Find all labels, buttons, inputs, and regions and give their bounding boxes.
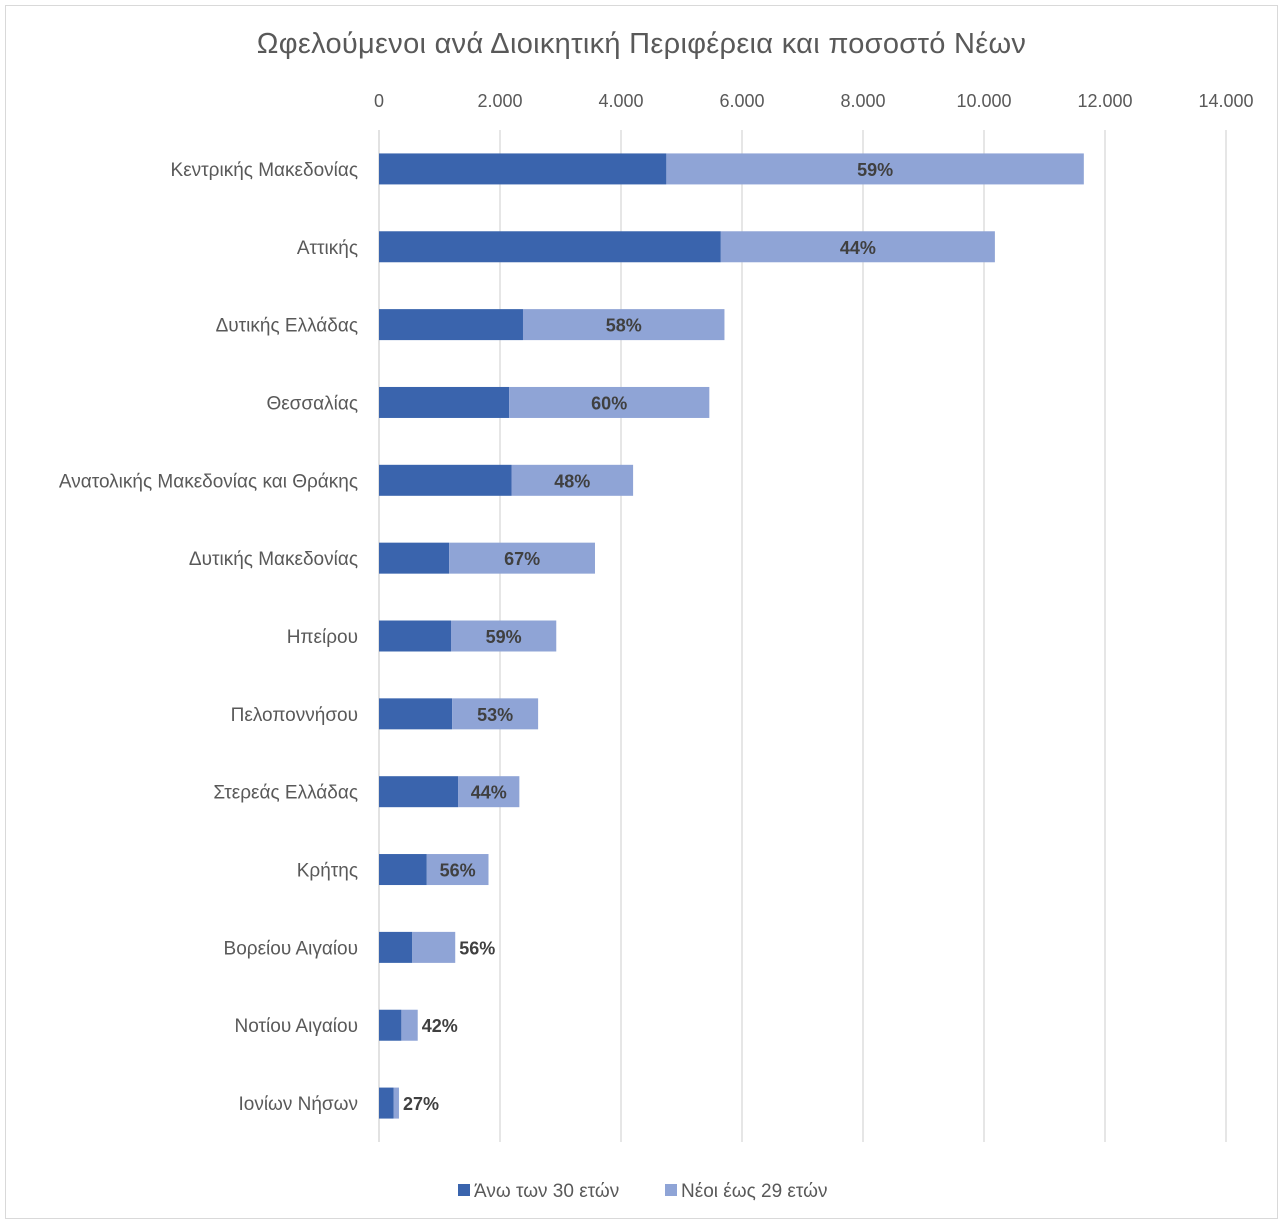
x-axis-tick-labels: 0 2.000 4.000 6.000 8.000 10.000 12.000 14.000 bbox=[374, 91, 1254, 111]
category-label: Νοτίου Αιγαίου bbox=[235, 1016, 359, 1037]
data-label: 48% bbox=[554, 471, 590, 491]
legend-swatch bbox=[665, 1184, 677, 1196]
bar-young-up-to-29 bbox=[449, 542, 595, 574]
category-label: Κεντρικής Μακεδονίας bbox=[171, 160, 358, 181]
category-label: Πελοποννήσου bbox=[231, 705, 358, 726]
bar-young-up-to-29 bbox=[393, 1087, 399, 1119]
bar-over-30 bbox=[379, 776, 459, 808]
data-label: 42% bbox=[422, 1016, 458, 1036]
bar-young-up-to-29 bbox=[522, 309, 725, 341]
category-label: Δυτικής Μακεδονίας bbox=[189, 549, 358, 570]
bar-young-up-to-29 bbox=[458, 776, 520, 808]
x-tick-label: 2.000 bbox=[477, 91, 522, 111]
category-label: Δυτικής Ελλάδας bbox=[216, 316, 358, 337]
category-label: Βορείου Αιγαίου bbox=[224, 938, 358, 959]
x-tick-label: 12.000 bbox=[1077, 91, 1132, 111]
bar-over-30 bbox=[379, 931, 413, 963]
bar-over-30 bbox=[379, 153, 667, 185]
bar-over-30 bbox=[379, 1087, 394, 1119]
category-label: Θεσσαλίας bbox=[266, 393, 358, 414]
chart-title: Ωφελούμενοι ανά Διοικητική Περιφέρεια κα… bbox=[256, 28, 1027, 60]
bar-young-up-to-29 bbox=[666, 153, 1084, 185]
bar-young-up-to-29 bbox=[401, 1009, 418, 1041]
bar-over-30 bbox=[379, 542, 450, 574]
bar-over-30 bbox=[379, 854, 427, 886]
data-label: 44% bbox=[471, 783, 507, 803]
data-label: 56% bbox=[459, 938, 495, 958]
category-label: Ανατολικής Μακεδονίας και Θράκης bbox=[59, 471, 358, 492]
x-tick-label: 10.000 bbox=[956, 91, 1011, 111]
data-labels: 59% 44% 58% 60% 48% 67% 59% 53% 44% 56% 56% 42% 27% bbox=[403, 160, 893, 1114]
category-labels: Κεντρικής Μακεδονίας Αττικής Δυτικής Ελλάδ… bbox=[59, 160, 358, 1115]
x-tick-label: 6.000 bbox=[719, 91, 764, 111]
bar-young-up-to-29 bbox=[452, 698, 539, 730]
data-label: 58% bbox=[606, 316, 642, 336]
bar-young-up-to-29 bbox=[720, 231, 995, 263]
data-label: 44% bbox=[840, 238, 876, 258]
bar-over-30 bbox=[379, 231, 721, 263]
data-label: 27% bbox=[403, 1094, 439, 1114]
legend: Άνω των 30 ετών Νέοι έως 29 ετών bbox=[458, 1181, 827, 1202]
x-tick-label: 0 bbox=[374, 91, 384, 111]
data-label: 67% bbox=[504, 549, 540, 569]
chart-frame bbox=[5, 5, 1278, 1219]
data-label: 59% bbox=[486, 627, 522, 647]
data-label: 56% bbox=[440, 861, 476, 881]
x-tick-label: 14.000 bbox=[1198, 91, 1253, 111]
legend-swatch bbox=[458, 1184, 470, 1196]
data-label: 59% bbox=[857, 160, 893, 180]
bar-over-30 bbox=[379, 386, 510, 418]
legend-label: Νέοι έως 29 ετών bbox=[681, 1181, 827, 1202]
x-tick-label: 8.000 bbox=[840, 91, 885, 111]
category-label: Κρήτης bbox=[297, 861, 358, 882]
category-label: Ιονίων Νήσων bbox=[238, 1094, 358, 1115]
data-label: 53% bbox=[477, 705, 513, 725]
category-label: Αττικής bbox=[297, 238, 358, 259]
bar-young-up-to-29 bbox=[511, 464, 634, 496]
category-label: Ηπείρου bbox=[287, 627, 358, 648]
legend-label: Άνω των 30 ετών bbox=[474, 1181, 619, 1202]
bar-young-up-to-29 bbox=[412, 931, 456, 963]
category-label: Στερεάς Ελλάδας bbox=[213, 783, 358, 804]
bar-over-30 bbox=[379, 464, 512, 496]
bar-young-up-to-29 bbox=[450, 620, 557, 652]
bar-over-30 bbox=[379, 698, 453, 730]
bar-over-30 bbox=[379, 309, 523, 341]
data-label: 60% bbox=[591, 393, 627, 413]
bar-young-up-to-29 bbox=[426, 854, 489, 886]
bar-over-30 bbox=[379, 620, 451, 652]
x-tick-label: 4.000 bbox=[598, 91, 643, 111]
gridlines bbox=[378, 130, 1227, 1142]
bar-over-30 bbox=[379, 1009, 402, 1041]
bars bbox=[379, 153, 1084, 1119]
bar-young-up-to-29 bbox=[509, 386, 710, 418]
